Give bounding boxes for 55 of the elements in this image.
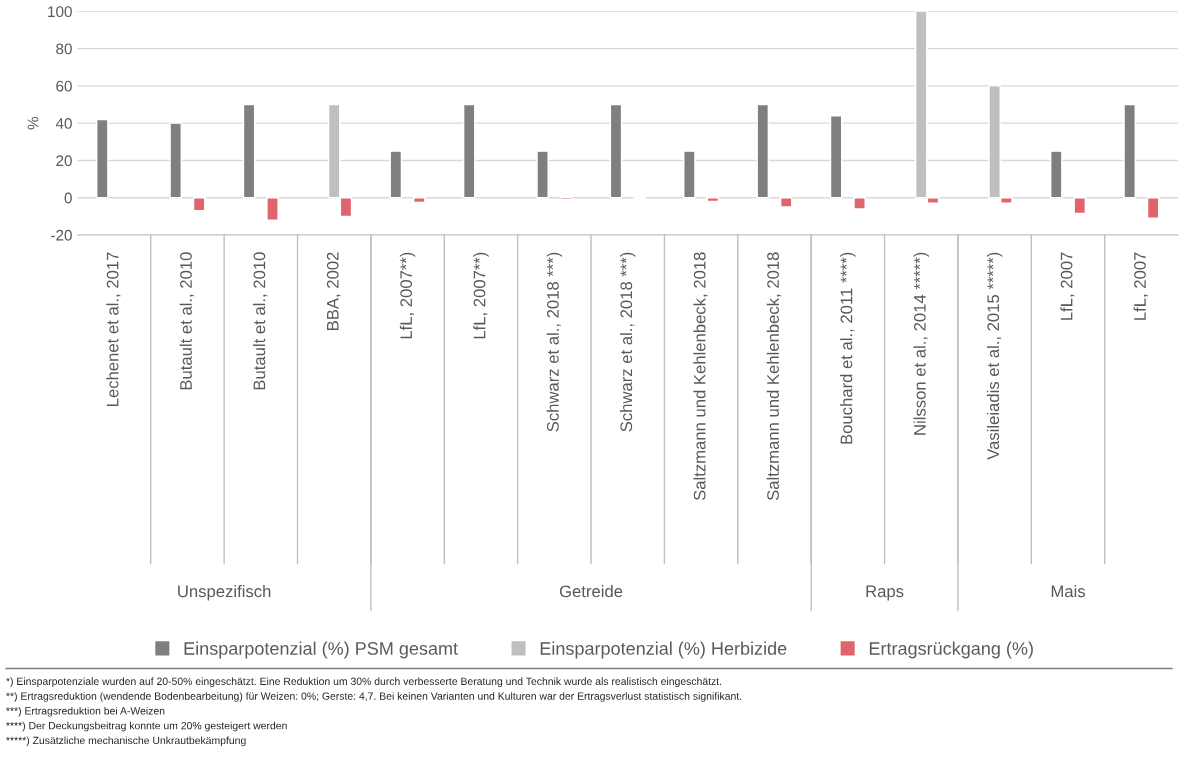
- y-tick-label: -20: [51, 229, 72, 241]
- x-tick-label: Nilsson et al., 2014 *****): [913, 252, 930, 435]
- bar: [706, 197, 720, 203]
- y-tick-label: 20: [56, 155, 72, 167]
- x-tick-label: LfL, 2007: [1133, 252, 1148, 320]
- x-tick-label: Vasileiadis et al., 2015 *****): [986, 252, 1003, 460]
- text: ***) Ertragsreduktion bei A-Weizen: [6, 706, 165, 717]
- x-tick-label: Saltzmann und Kehlenbeck, 2018: [766, 252, 781, 501]
- y-tick-label: 60: [56, 80, 72, 92]
- bar: [242, 103, 256, 199]
- x-tick-label: Butault et al., 2010: [179, 252, 194, 390]
- text: *****) Zusätzliche mechanische Unkrautbekämpfung: [6, 736, 246, 747]
- bar: [756, 103, 770, 199]
- x-tick-label: Lechenet et al., 2017: [106, 252, 121, 406]
- bar: [1073, 197, 1087, 215]
- x-tick-label: Saltzmann und Kehlenbeck, 2018: [693, 252, 708, 501]
- y-tick-label: 40: [55, 118, 72, 129]
- y-tick-label: 0: [64, 192, 72, 204]
- bar: [169, 122, 182, 199]
- bar: [829, 115, 843, 199]
- bar: [683, 150, 696, 199]
- bar: [1050, 150, 1063, 199]
- x-tick-label: Schwarz et al., 2018 ***): [546, 252, 563, 432]
- text: Raps: [866, 585, 904, 601]
- x-tick-label: LfL, 2007**): [473, 252, 489, 339]
- bar: [266, 197, 279, 221]
- text: Mais: [1051, 584, 1086, 598]
- x-tick-label: LfL, 2007**): [399, 252, 416, 339]
- text: *) Einsparpotenziale wurden auf 20-50% eingeschätzt. Eine Reduktion um 30% durch verbesserte Beratung und Technik wurde als realistisch eingeschätzt.: [6, 677, 722, 688]
- bar: [779, 197, 793, 208]
- text: Unspezifisch: [178, 584, 271, 601]
- bar: [536, 150, 549, 199]
- x-tick-label: LfL, 2007: [1060, 252, 1075, 320]
- text: ****) Der Deckungsbeitrag konnte um 20% gesteigert werden: [6, 721, 287, 732]
- legend-label: Einsparpotenzial (%) Herbizide: [540, 641, 787, 659]
- text: **) Ertragsreduktion (wendende Bodenbearbeitung) für Weizen: 0%; Gerste: 4,7. Bei keinen Varianten und Kulturen war der Ertragsverlust statistisch signifikant.: [6, 692, 742, 702]
- bar: [192, 197, 206, 212]
- bar: [853, 197, 866, 210]
- x-tick-label: BBA, 2002: [326, 252, 341, 330]
- y-tick-label: 80: [56, 43, 72, 55]
- x-tick-label: Butault et al., 2010: [253, 252, 268, 390]
- legend-label: Einsparpotenzial (%) PSM gesamt: [184, 641, 458, 659]
- y-axis-title: %: [27, 116, 39, 130]
- bar: [1123, 103, 1136, 199]
- bar: [96, 118, 109, 199]
- text: Getreide: [559, 584, 623, 598]
- y-tick-label: 100: [48, 6, 72, 18]
- bar: [413, 197, 426, 204]
- bar: [389, 150, 403, 199]
- legend-label: Ertragsrückgang (%): [869, 641, 1033, 659]
- bar: [1146, 197, 1160, 219]
- bar: [609, 103, 623, 199]
- x-tick-label: Schwarz et al., 2018 ***): [619, 252, 636, 432]
- bar: [462, 103, 476, 199]
- x-tick-label: Bouchard et al., 2011 ****): [840, 252, 856, 444]
